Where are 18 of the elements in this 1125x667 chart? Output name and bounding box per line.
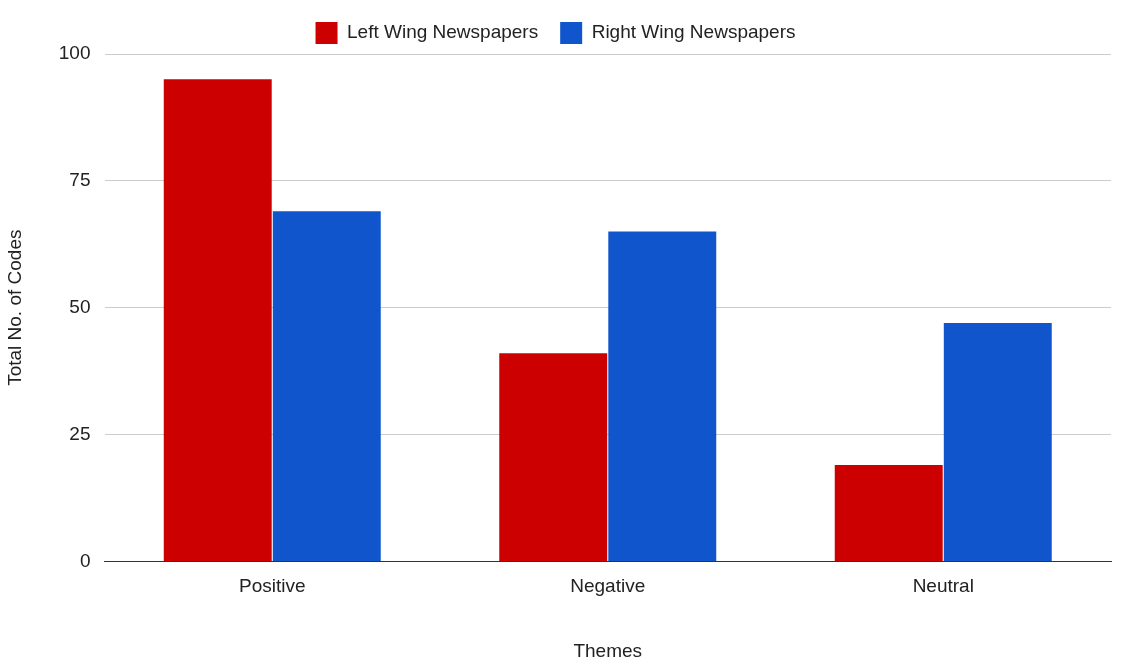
y-axis-title: Total No. of Codes: [3, 229, 25, 386]
y-tick-label: 0: [79, 549, 91, 571]
bar: [272, 211, 381, 561]
legend-label: Right Wing Newspapers: [591, 21, 796, 43]
bar: [834, 464, 943, 561]
x-tick-label: Negative: [570, 575, 646, 597]
y-tick-label: 100: [58, 42, 91, 64]
bar: [943, 322, 1052, 561]
x-axis-title: Themes: [573, 639, 643, 661]
bar: [163, 79, 272, 561]
legend-label: Left Wing Newspapers: [347, 21, 539, 43]
y-tick-label: 50: [69, 295, 91, 317]
y-tick-label: 75: [69, 169, 91, 191]
x-tick-label: Positive: [238, 575, 306, 597]
bar: [608, 231, 717, 561]
x-tick-label: Neutral: [912, 575, 974, 597]
bar: [499, 353, 608, 561]
y-tick-label: 25: [69, 422, 91, 444]
